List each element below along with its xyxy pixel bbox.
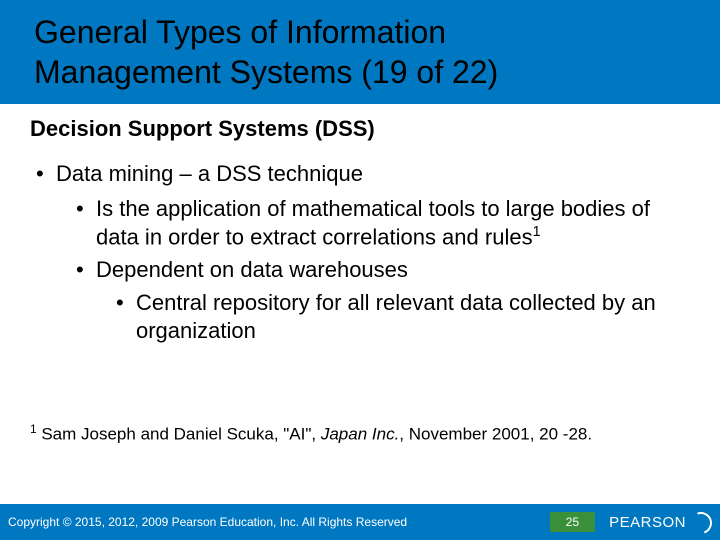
page-number-badge: 25 bbox=[550, 512, 595, 532]
title-line-2: Management Systems (19 of 22) bbox=[34, 54, 498, 90]
brand-logo: PEARSON bbox=[609, 512, 710, 532]
slide: General Types of Information Management … bbox=[0, 0, 720, 540]
bullet-level-2: Is the application of mathematical tools… bbox=[76, 195, 690, 253]
bullet-text: Data mining – a DSS technique bbox=[56, 161, 363, 186]
footnote-pre: Sam Joseph and Daniel Scuka, "AI", bbox=[37, 425, 321, 444]
footnote: 1 Sam Joseph and Daniel Scuka, "AI", Jap… bbox=[30, 422, 690, 446]
bullet-text: Central repository for all relevant data… bbox=[136, 290, 656, 344]
brand-text: PEARSON bbox=[609, 514, 686, 531]
superscript: 1 bbox=[533, 224, 541, 240]
copyright-text: Copyright © 2015, 2012, 2009 Pearson Edu… bbox=[8, 515, 550, 529]
footnote-post: , November 2001, 20 -28. bbox=[399, 425, 592, 444]
title-bar: General Types of Information Management … bbox=[0, 0, 720, 104]
bullet-text: Is the application of mathematical tools… bbox=[96, 196, 650, 250]
swoosh-icon bbox=[690, 512, 710, 532]
footnote-italic: Japan Inc. bbox=[321, 425, 399, 444]
bullet-level-1: Data mining – a DSS technique bbox=[36, 160, 690, 189]
subtitle: Decision Support Systems (DSS) bbox=[30, 116, 690, 142]
title-line-1: General Types of Information bbox=[34, 14, 446, 50]
footer-bar: Copyright © 2015, 2012, 2009 Pearson Edu… bbox=[0, 504, 720, 540]
slide-title: General Types of Information Management … bbox=[34, 12, 498, 92]
bullet-level-2: Dependent on data warehouses bbox=[76, 256, 690, 285]
content-area: Decision Support Systems (DSS) Data mini… bbox=[30, 116, 690, 350]
bullet-level-3: Central repository for all relevant data… bbox=[116, 289, 690, 346]
bullet-text: Dependent on data warehouses bbox=[96, 257, 408, 282]
footnote-number: 1 bbox=[30, 422, 37, 436]
